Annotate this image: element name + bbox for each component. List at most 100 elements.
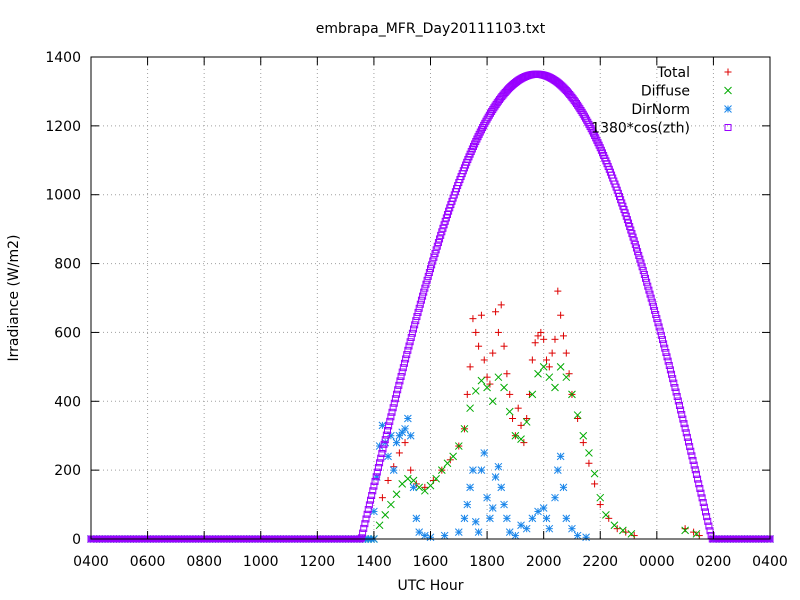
data-point — [545, 373, 554, 382]
data-point — [551, 383, 559, 392]
data-point — [585, 120, 593, 128]
data-point — [417, 296, 425, 304]
data-point — [416, 300, 424, 308]
data-point — [486, 514, 494, 523]
data-point — [559, 483, 568, 492]
data-point — [426, 481, 435, 490]
data-point — [384, 452, 392, 461]
x-axis-title: UTC Hour — [398, 578, 464, 594]
data-point — [626, 223, 634, 231]
legend-label: Diffuse — [641, 84, 690, 100]
data-point — [582, 533, 590, 542]
data-point — [556, 363, 565, 371]
data-point — [378, 450, 386, 458]
data-point — [488, 397, 497, 406]
data-point — [404, 414, 412, 423]
data-point — [675, 401, 683, 409]
data-point — [687, 447, 695, 455]
data-point — [698, 494, 706, 502]
data-point — [409, 483, 418, 492]
data-point — [415, 304, 423, 312]
data-point — [638, 263, 646, 271]
data-point — [548, 349, 556, 357]
data-point — [494, 462, 503, 471]
data-point — [661, 344, 669, 352]
data-point — [514, 404, 522, 412]
data-point — [472, 137, 480, 145]
legend-marker — [724, 105, 732, 113]
data-point — [389, 404, 397, 412]
data-point — [663, 353, 671, 361]
data-point — [454, 442, 463, 450]
data-point — [636, 255, 644, 263]
data-point — [528, 390, 537, 399]
data-point — [475, 130, 483, 138]
data-point — [411, 321, 419, 329]
x-tick-label: 1800 — [469, 554, 505, 570]
data-point — [432, 246, 440, 254]
data-point — [412, 317, 420, 325]
data-point — [639, 267, 647, 275]
data-point — [437, 466, 446, 474]
data-point — [585, 449, 593, 457]
data-point — [646, 290, 654, 298]
data-point — [596, 501, 604, 509]
data-point — [401, 424, 409, 433]
data-point — [699, 499, 707, 507]
data-point — [553, 466, 562, 474]
data-point — [399, 364, 407, 372]
data-point — [480, 449, 489, 457]
data-point — [645, 286, 653, 294]
data-point — [449, 452, 457, 461]
data-point — [685, 438, 693, 446]
data-point — [658, 336, 666, 344]
data-point — [574, 415, 582, 422]
data-point — [404, 474, 412, 483]
data-point — [396, 377, 404, 385]
data-point — [545, 524, 554, 533]
x-tick-label: 2200 — [582, 554, 618, 570]
data-point — [678, 411, 686, 419]
data-point — [642, 274, 650, 282]
data-point — [440, 531, 449, 540]
data-point — [540, 335, 548, 343]
data-point — [359, 529, 367, 537]
data-point — [477, 376, 486, 385]
data-point — [421, 483, 429, 491]
data-point — [471, 140, 479, 148]
data-point — [421, 284, 429, 292]
data-point — [413, 313, 421, 321]
data-point — [568, 524, 576, 533]
data-point — [585, 459, 593, 467]
data-point — [589, 129, 597, 137]
data-point — [432, 474, 441, 483]
data-point — [403, 351, 411, 359]
data-point — [505, 407, 514, 416]
data-point — [367, 496, 375, 504]
data-point — [415, 528, 424, 536]
legend-marker — [724, 124, 732, 131]
data-point — [463, 500, 472, 509]
data-point — [398, 368, 406, 376]
data-point — [562, 373, 571, 382]
data-point — [369, 487, 377, 495]
data-point — [494, 328, 502, 336]
data-point — [474, 133, 482, 141]
data-point — [469, 315, 477, 323]
data-point — [384, 476, 392, 484]
data-point — [503, 370, 511, 378]
data-point — [454, 528, 463, 536]
data-point — [551, 493, 559, 502]
data-point — [657, 331, 665, 339]
data-point — [422, 280, 430, 288]
data-point — [380, 440, 388, 448]
data-point — [640, 270, 648, 278]
data-point — [632, 244, 640, 252]
y-tick-label: 1200 — [45, 119, 81, 135]
data-point — [472, 328, 480, 336]
data-point — [652, 310, 660, 318]
data-point — [573, 411, 582, 419]
data-point — [697, 489, 705, 497]
data-point — [671, 384, 679, 392]
